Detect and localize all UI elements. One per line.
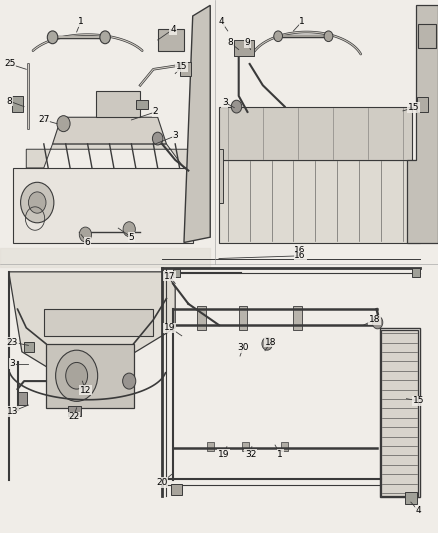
Bar bbox=[293, 306, 302, 330]
Text: 4: 4 bbox=[170, 25, 176, 34]
Text: 16: 16 bbox=[294, 246, 306, 255]
Bar bbox=[207, 442, 214, 451]
Circle shape bbox=[57, 116, 70, 132]
Text: 2: 2 bbox=[153, 108, 158, 116]
Text: 22: 22 bbox=[68, 413, 79, 421]
Text: 17: 17 bbox=[164, 272, 176, 280]
Bar bbox=[136, 100, 148, 109]
Polygon shape bbox=[219, 149, 223, 203]
Bar bbox=[281, 442, 288, 451]
Bar bbox=[405, 492, 417, 504]
Text: 4: 4 bbox=[416, 506, 421, 515]
Polygon shape bbox=[9, 272, 175, 378]
Polygon shape bbox=[26, 144, 193, 168]
Bar bbox=[180, 62, 191, 76]
Polygon shape bbox=[184, 5, 210, 243]
Text: 30: 30 bbox=[237, 343, 249, 352]
Text: 27: 27 bbox=[38, 116, 49, 124]
Bar bbox=[171, 484, 182, 495]
Bar bbox=[24, 342, 34, 352]
Polygon shape bbox=[53, 117, 166, 144]
Bar bbox=[418, 24, 436, 48]
Bar bbox=[234, 40, 254, 56]
Bar bbox=[68, 406, 81, 416]
Circle shape bbox=[372, 316, 383, 329]
Text: 32: 32 bbox=[245, 450, 256, 458]
Text: 23: 23 bbox=[7, 338, 18, 346]
Circle shape bbox=[123, 373, 136, 389]
Text: 1: 1 bbox=[78, 17, 84, 26]
Bar bbox=[12, 96, 23, 112]
Circle shape bbox=[100, 31, 110, 44]
Text: 3: 3 bbox=[9, 359, 15, 368]
Circle shape bbox=[79, 227, 92, 242]
Text: 3: 3 bbox=[222, 98, 228, 107]
Bar bbox=[18, 392, 27, 405]
Text: 12: 12 bbox=[80, 386, 91, 394]
Bar bbox=[46, 344, 134, 408]
Circle shape bbox=[324, 31, 333, 42]
Circle shape bbox=[66, 362, 88, 389]
Circle shape bbox=[56, 350, 98, 401]
Bar bbox=[242, 442, 249, 451]
Circle shape bbox=[28, 192, 46, 213]
Text: 3: 3 bbox=[172, 132, 178, 140]
Polygon shape bbox=[407, 5, 438, 243]
Circle shape bbox=[274, 31, 283, 42]
Bar bbox=[173, 269, 180, 277]
Text: 8: 8 bbox=[227, 38, 233, 47]
Bar bbox=[380, 328, 420, 497]
Text: 16: 16 bbox=[294, 252, 306, 260]
Polygon shape bbox=[219, 107, 412, 160]
Text: 19: 19 bbox=[218, 450, 229, 458]
Text: 15: 15 bbox=[408, 103, 420, 112]
Circle shape bbox=[47, 31, 58, 44]
Text: 19: 19 bbox=[164, 324, 176, 332]
Bar bbox=[197, 306, 206, 330]
Text: 15: 15 bbox=[176, 62, 187, 71]
Text: 13: 13 bbox=[7, 407, 18, 416]
Bar bbox=[158, 29, 184, 51]
Text: 25: 25 bbox=[4, 60, 15, 68]
Polygon shape bbox=[219, 160, 420, 243]
Bar bbox=[239, 306, 247, 330]
Text: 20: 20 bbox=[156, 478, 168, 487]
Text: 18: 18 bbox=[265, 338, 276, 346]
Bar bbox=[381, 330, 418, 496]
Text: 1: 1 bbox=[277, 450, 283, 458]
Polygon shape bbox=[13, 168, 193, 243]
Circle shape bbox=[123, 222, 135, 237]
Circle shape bbox=[152, 132, 163, 145]
Text: 18: 18 bbox=[369, 316, 380, 324]
Bar bbox=[96, 91, 140, 117]
Text: 6: 6 bbox=[85, 238, 91, 247]
Circle shape bbox=[262, 337, 272, 350]
Circle shape bbox=[231, 100, 242, 113]
Text: 1: 1 bbox=[299, 17, 305, 26]
Bar bbox=[412, 268, 420, 277]
Text: 9: 9 bbox=[244, 38, 251, 47]
Circle shape bbox=[21, 182, 54, 223]
Bar bbox=[417, 97, 428, 112]
Text: 8: 8 bbox=[7, 97, 13, 106]
Text: 15: 15 bbox=[413, 397, 424, 405]
Polygon shape bbox=[44, 309, 153, 336]
Text: 4: 4 bbox=[219, 17, 224, 26]
Text: 5: 5 bbox=[128, 233, 134, 241]
